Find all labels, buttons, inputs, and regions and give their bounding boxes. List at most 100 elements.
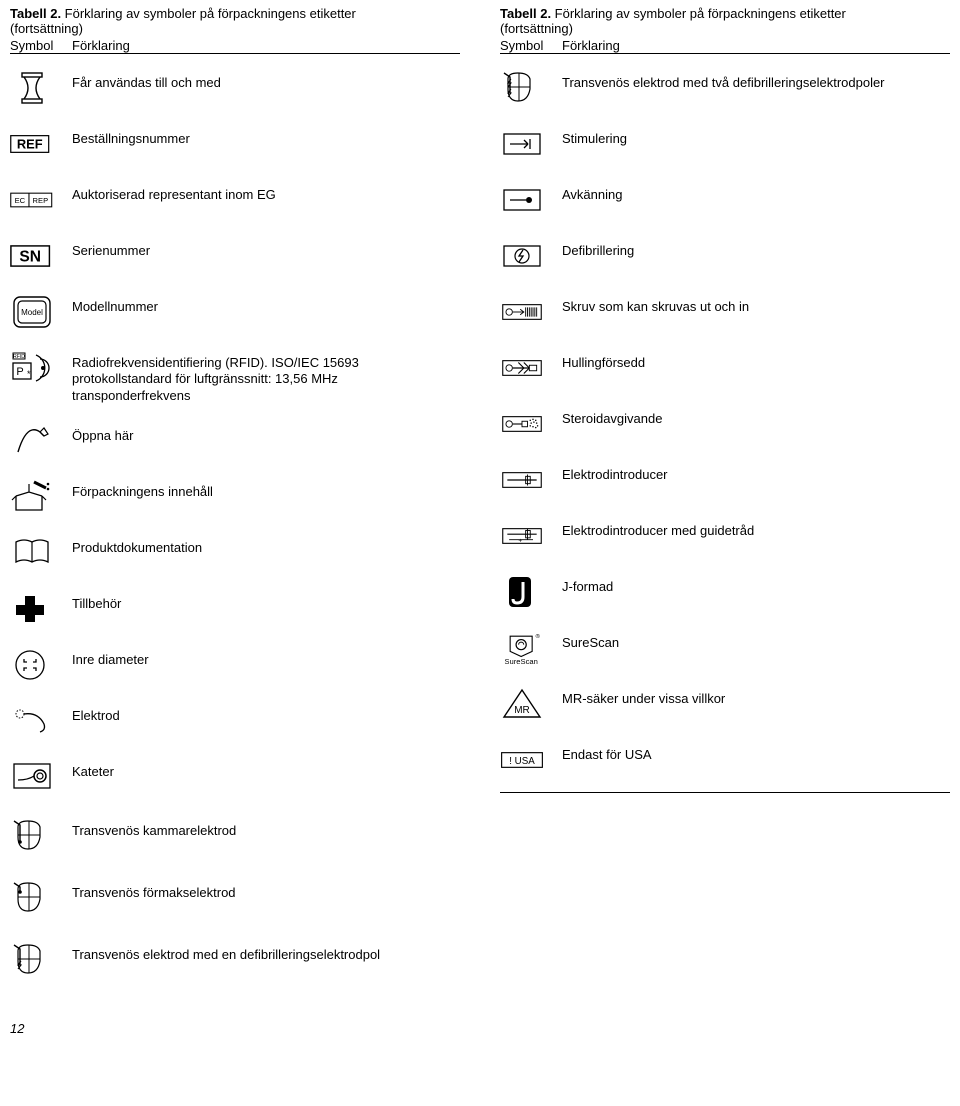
table-row: SN Serienummer	[10, 228, 460, 284]
screw-icon	[500, 293, 562, 331]
svg-text:REF: REF	[17, 137, 43, 152]
left-subtitle: (fortsättning)	[10, 21, 460, 36]
table-row: Öppna här	[10, 413, 460, 469]
expl-text: Tillbehör	[72, 590, 460, 612]
transvenous-one-defib-icon	[10, 941, 72, 979]
expl-text: Auktoriserad representant inom EG	[72, 181, 460, 203]
introducer-icon	[500, 461, 562, 499]
table-row: Transvenös elektrod med två defibrilleri…	[500, 60, 950, 116]
transvenous-ventricle-icon	[10, 817, 72, 855]
hourglass-icon	[10, 69, 72, 107]
table-row: ®SureScan SureScan	[500, 620, 950, 676]
expl-text: Elektrod	[72, 702, 460, 724]
table-row: Kateter	[10, 749, 460, 805]
table-row: Defibrillering	[500, 228, 950, 284]
steroid-eluting-icon	[500, 405, 562, 443]
table-row: RFID P * Radiofrekvensidentifiering (RFID)…	[10, 340, 460, 413]
expl-text: Steroidavgivande	[562, 405, 950, 427]
expl-text: Endast för USA	[562, 741, 950, 763]
svg-text:! USA: ! USA	[509, 756, 535, 767]
left-header-symbol: Symbol	[10, 38, 72, 53]
expl-text: Transvenös elektrod med en defibrillerin…	[72, 941, 460, 963]
ref-icon: REF	[10, 125, 72, 163]
rfid-icon: RFID P *	[10, 349, 72, 387]
open-here-icon	[10, 422, 72, 460]
svg-text:MR: MR	[514, 705, 530, 716]
expl-text: Inre diameter	[72, 646, 460, 668]
right-title-strong: Tabell 2.	[500, 6, 551, 21]
left-title: Tabell 2. Förklaring av symboler på förp…	[10, 6, 460, 21]
sn-icon: SN	[10, 237, 72, 275]
svg-text:®: ®	[536, 633, 541, 640]
table-row: Elektrodintroducer	[500, 452, 950, 508]
expl-text: Elektrodintroducer med guidetråd	[562, 517, 950, 539]
expl-text: Radiofrekvensidentifiering (RFID). ISO/I…	[72, 349, 460, 404]
svg-text:RFID: RFID	[13, 354, 25, 360]
table-row: + Elektrodintroducer med guidetråd	[500, 508, 950, 564]
transvenous-two-defib-icon	[500, 69, 562, 107]
table-row: Får användas till och med	[10, 60, 460, 116]
expl-text: Skruv som kan skruvas ut och in	[562, 293, 950, 315]
documentation-icon	[10, 534, 72, 572]
expl-text: Avkänning	[562, 181, 950, 203]
mr-conditional-icon: MR	[500, 685, 562, 723]
accessory-icon	[10, 590, 72, 628]
inner-diameter-icon	[10, 646, 72, 684]
left-header-row: Symbol Förklaring	[10, 38, 460, 54]
defibrillation-icon	[500, 237, 562, 275]
package-contents-icon	[10, 478, 72, 516]
table-row: Tillbehör	[10, 581, 460, 637]
ecrep-icon: ECREP	[10, 181, 72, 219]
table-row: J-formad	[500, 564, 950, 620]
expl-text: MR-säker under vissa villkor	[562, 685, 950, 707]
left-title-strong: Tabell 2.	[10, 6, 61, 21]
left-column: Tabell 2. Förklaring av symboler på förp…	[10, 6, 460, 991]
expl-text: J-formad	[562, 573, 950, 595]
expl-text: Transvenös kammarelektrod	[72, 817, 460, 839]
expl-text: SureScan	[562, 629, 950, 651]
j-shape-icon	[500, 573, 562, 611]
svg-text:P: P	[16, 366, 23, 378]
sensing-icon	[500, 181, 562, 219]
left-header-expl: Förklaring	[72, 38, 460, 53]
table-row: Model Modellnummer	[10, 284, 460, 340]
right-column: Tabell 2. Förklaring av symboler på förp…	[500, 6, 950, 991]
table-row: ECREP Auktoriserad representant inom EG	[10, 172, 460, 228]
introducer-guidewire-icon: +	[500, 517, 562, 555]
expl-text: Beställningsnummer	[72, 125, 460, 147]
pacing-icon	[500, 125, 562, 163]
usa-only-icon: ! USA	[500, 741, 562, 779]
expl-text: Transvenös förmakselektrod	[72, 879, 460, 901]
table-row: Transvenös förmakselektrod	[10, 867, 460, 929]
lead-icon	[10, 702, 72, 740]
table-row: Steroidavgivande	[500, 396, 950, 452]
expl-text: Får användas till och med	[72, 69, 460, 91]
right-header-expl: Förklaring	[562, 38, 950, 53]
right-divider	[500, 792, 950, 793]
table-row: Inre diameter	[10, 637, 460, 693]
tined-icon	[500, 349, 562, 387]
expl-text: Hullingförsedd	[562, 349, 950, 371]
expl-text: Produktdokumentation	[72, 534, 460, 556]
expl-text: Öppna här	[72, 422, 460, 444]
right-header-row: Symbol Förklaring	[500, 38, 950, 54]
right-header-symbol: Symbol	[500, 38, 562, 53]
expl-text: Kateter	[72, 758, 460, 780]
table-row: Transvenös kammarelektrod	[10, 805, 460, 867]
table-row: Elektrod	[10, 693, 460, 749]
svg-text:+: +	[518, 537, 522, 544]
right-subtitle: (fortsättning)	[500, 21, 950, 36]
svg-text:SN: SN	[19, 249, 41, 266]
svg-text:REP: REP	[33, 196, 49, 205]
expl-text: Modellnummer	[72, 293, 460, 315]
left-title-rest: Förklaring av symboler på förpackningens…	[61, 6, 356, 21]
table-row: Förpackningens innehåll	[10, 469, 460, 525]
transvenous-atrium-icon	[10, 879, 72, 917]
model-icon: Model	[10, 293, 72, 331]
expl-text: Elektrodintroducer	[562, 461, 950, 483]
table-row: Produktdokumentation	[10, 525, 460, 581]
svg-text:*: *	[27, 369, 31, 379]
expl-text: Stimulering	[562, 125, 950, 147]
right-title-rest: Förklaring av symboler på förpackningens…	[551, 6, 846, 21]
table-row: ! USA Endast för USA	[500, 732, 950, 788]
